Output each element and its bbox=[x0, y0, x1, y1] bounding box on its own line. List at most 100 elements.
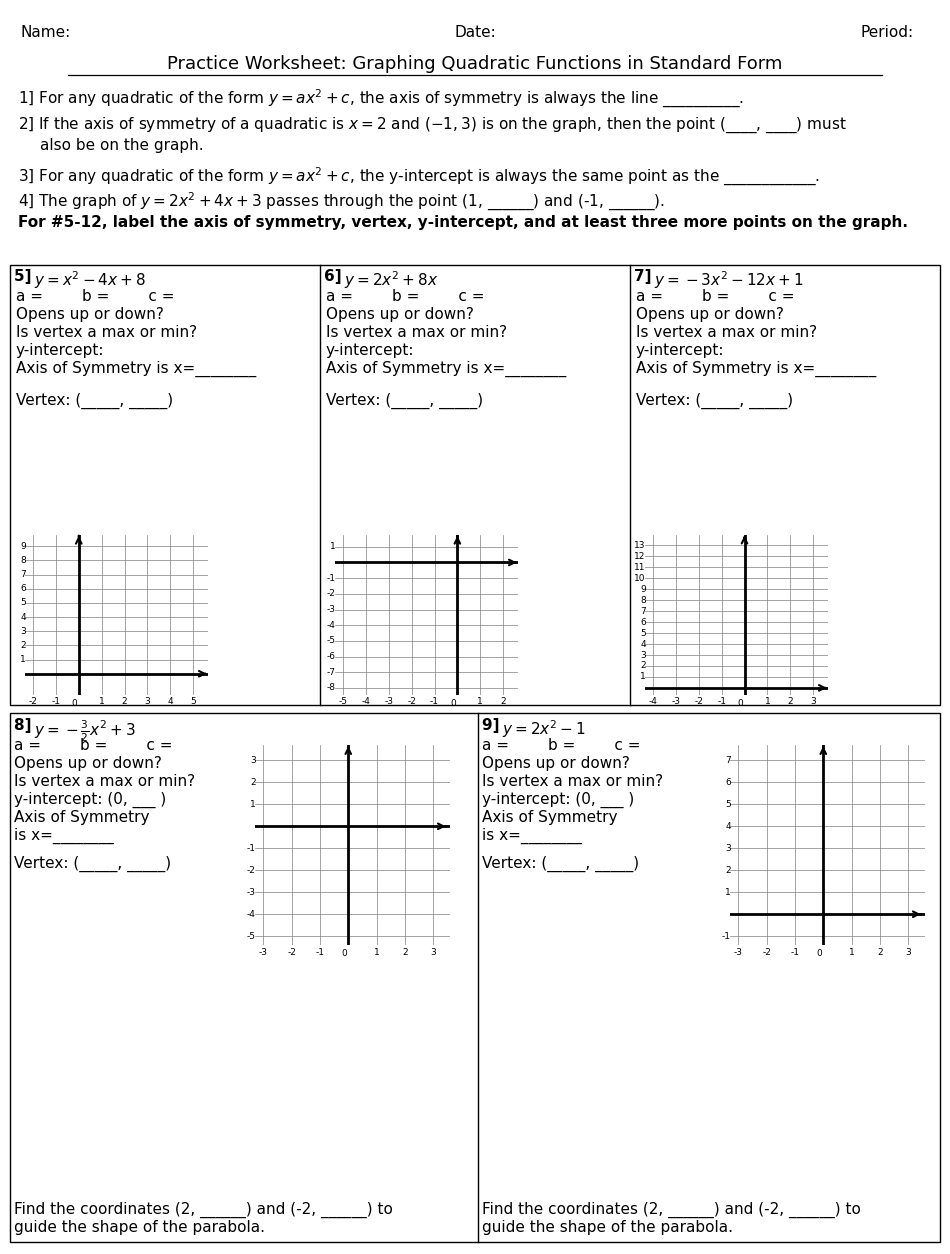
Text: Name:: Name: bbox=[20, 25, 70, 40]
Text: 0: 0 bbox=[450, 698, 456, 707]
Text: 1: 1 bbox=[765, 697, 770, 706]
Text: -1: -1 bbox=[247, 844, 256, 853]
Text: -2: -2 bbox=[287, 948, 296, 957]
Text: Opens up or down?: Opens up or down? bbox=[636, 307, 784, 322]
Text: a =        b =        c =: a = b = c = bbox=[16, 288, 175, 303]
Text: 2: 2 bbox=[402, 948, 408, 957]
Text: 1] For any quadratic of the form $y = ax^2 + c$, the axis of symmetry is always : 1] For any quadratic of the form $y = ax… bbox=[18, 88, 744, 110]
Text: 6]: 6] bbox=[324, 270, 347, 283]
Text: 0: 0 bbox=[737, 698, 743, 707]
Text: -2: -2 bbox=[327, 589, 335, 598]
Text: -4: -4 bbox=[247, 909, 256, 919]
Text: 8]: 8] bbox=[14, 719, 37, 734]
Text: 7]: 7] bbox=[634, 270, 656, 283]
Text: -3: -3 bbox=[734, 948, 743, 957]
Text: Is vertex a max or min?: Is vertex a max or min? bbox=[14, 774, 195, 789]
Text: also be on the graph.: also be on the graph. bbox=[40, 138, 203, 153]
Text: 3: 3 bbox=[905, 948, 911, 957]
Text: 7: 7 bbox=[725, 756, 731, 765]
Text: -4: -4 bbox=[649, 697, 657, 706]
Text: Opens up or down?: Opens up or down? bbox=[326, 307, 474, 322]
Text: -3: -3 bbox=[259, 948, 268, 957]
Text: 5: 5 bbox=[640, 628, 646, 637]
Text: 3: 3 bbox=[725, 844, 731, 853]
Text: Date:: Date: bbox=[454, 25, 496, 40]
Text: 2: 2 bbox=[20, 641, 26, 650]
Text: 4: 4 bbox=[640, 640, 646, 648]
Text: a =        b =        c =: a = b = c = bbox=[326, 288, 484, 303]
Text: Period:: Period: bbox=[860, 25, 913, 40]
Text: 2: 2 bbox=[725, 865, 731, 875]
Text: 11: 11 bbox=[635, 563, 646, 572]
Text: 6: 6 bbox=[725, 777, 731, 786]
Text: -2: -2 bbox=[408, 697, 416, 706]
Text: 7: 7 bbox=[640, 607, 646, 616]
Text: -2: -2 bbox=[762, 948, 771, 957]
Text: 9]: 9] bbox=[482, 719, 504, 734]
Bar bbox=[10, 265, 940, 705]
Text: 2: 2 bbox=[640, 661, 646, 671]
Text: Is vertex a max or min?: Is vertex a max or min? bbox=[16, 325, 198, 340]
Text: Vertex: (_____, _____): Vertex: (_____, _____) bbox=[16, 393, 173, 409]
Text: Find the coordinates (2, ______) and (-2, ______) to: Find the coordinates (2, ______) and (-2… bbox=[482, 1203, 861, 1218]
Text: 5: 5 bbox=[190, 697, 196, 706]
Text: Axis of Symmetry: Axis of Symmetry bbox=[14, 810, 149, 825]
Text: $y = 2x^2 - 1$: $y = 2x^2 - 1$ bbox=[502, 719, 586, 740]
Text: Is vertex a max or min?: Is vertex a max or min? bbox=[326, 325, 507, 340]
Bar bbox=[10, 714, 940, 1241]
Text: Is vertex a max or min?: Is vertex a max or min? bbox=[482, 774, 663, 789]
Text: 0: 0 bbox=[341, 949, 347, 958]
Text: 9: 9 bbox=[20, 542, 26, 551]
Text: 9: 9 bbox=[640, 584, 646, 593]
Text: -7: -7 bbox=[327, 667, 335, 677]
Text: -8: -8 bbox=[327, 683, 335, 692]
Text: a =        b =        c =: a = b = c = bbox=[636, 288, 794, 303]
Text: 3: 3 bbox=[144, 697, 150, 706]
Text: 4] The graph of $y = 2x^2 + 4x + 3$ passes through the point (1, ______) and (-1: 4] The graph of $y = 2x^2 + 4x + 3$ pass… bbox=[18, 191, 665, 213]
Text: 2: 2 bbox=[250, 777, 256, 786]
Text: 13: 13 bbox=[635, 540, 646, 551]
Text: 1: 1 bbox=[20, 655, 26, 665]
Text: Find the coordinates (2, ______) and (-2, ______) to: Find the coordinates (2, ______) and (-2… bbox=[14, 1203, 393, 1218]
Text: 4: 4 bbox=[167, 697, 173, 706]
Text: Axis of Symmetry is x=________: Axis of Symmetry is x=________ bbox=[326, 361, 566, 377]
Text: 2: 2 bbox=[788, 697, 793, 706]
Text: is x=________: is x=________ bbox=[14, 828, 114, 844]
Text: Practice Worksheet: Graphing Quadratic Functions in Standard Form: Practice Worksheet: Graphing Quadratic F… bbox=[167, 55, 783, 73]
Text: -1: -1 bbox=[51, 697, 61, 706]
Text: 5]: 5] bbox=[14, 270, 37, 283]
Text: 4: 4 bbox=[20, 613, 26, 622]
Text: 1: 1 bbox=[848, 948, 854, 957]
Text: guide the shape of the parabola.: guide the shape of the parabola. bbox=[482, 1220, 733, 1235]
Text: a =        b =        c =: a = b = c = bbox=[14, 739, 173, 752]
Text: 3: 3 bbox=[640, 651, 646, 660]
Text: $y = 2x^2 + 8x$: $y = 2x^2 + 8x$ bbox=[344, 270, 438, 291]
Text: -5: -5 bbox=[247, 932, 256, 940]
Text: Opens up or down?: Opens up or down? bbox=[482, 756, 630, 771]
Text: -5: -5 bbox=[338, 697, 348, 706]
Text: 3] For any quadratic of the form $y = ax^2 + c$, the y-intercept is always the s: 3] For any quadratic of the form $y = ax… bbox=[18, 166, 820, 188]
Text: 0: 0 bbox=[816, 949, 822, 958]
Text: 0: 0 bbox=[72, 698, 78, 707]
Text: $y = x^2 - 4x + 8$: $y = x^2 - 4x + 8$ bbox=[34, 270, 146, 291]
Text: y-intercept:: y-intercept: bbox=[16, 344, 104, 357]
Text: -2: -2 bbox=[28, 697, 37, 706]
Text: 3: 3 bbox=[20, 627, 26, 636]
Text: 1: 1 bbox=[99, 697, 104, 706]
Text: 1: 1 bbox=[478, 697, 484, 706]
Text: Vertex: (_____, _____): Vertex: (_____, _____) bbox=[636, 393, 793, 409]
Text: For #5-12, label the axis of symmetry, vertex, y-intercept, and at least three m: For #5-12, label the axis of symmetry, v… bbox=[18, 214, 908, 229]
Text: 2: 2 bbox=[877, 948, 883, 957]
Text: -4: -4 bbox=[361, 697, 370, 706]
Text: Axis of Symmetry: Axis of Symmetry bbox=[482, 810, 618, 825]
Text: Axis of Symmetry is x=________: Axis of Symmetry is x=________ bbox=[636, 361, 876, 377]
Text: guide the shape of the parabola.: guide the shape of the parabola. bbox=[14, 1220, 265, 1235]
Text: -3: -3 bbox=[327, 604, 335, 614]
Text: 1: 1 bbox=[373, 948, 379, 957]
Text: 8: 8 bbox=[20, 556, 26, 566]
Text: 2: 2 bbox=[501, 697, 506, 706]
Text: 12: 12 bbox=[635, 552, 646, 561]
Text: 3: 3 bbox=[250, 756, 256, 765]
Text: Axis of Symmetry is x=________: Axis of Symmetry is x=________ bbox=[16, 361, 256, 377]
Text: Vertex: (_____, _____): Vertex: (_____, _____) bbox=[14, 856, 171, 873]
